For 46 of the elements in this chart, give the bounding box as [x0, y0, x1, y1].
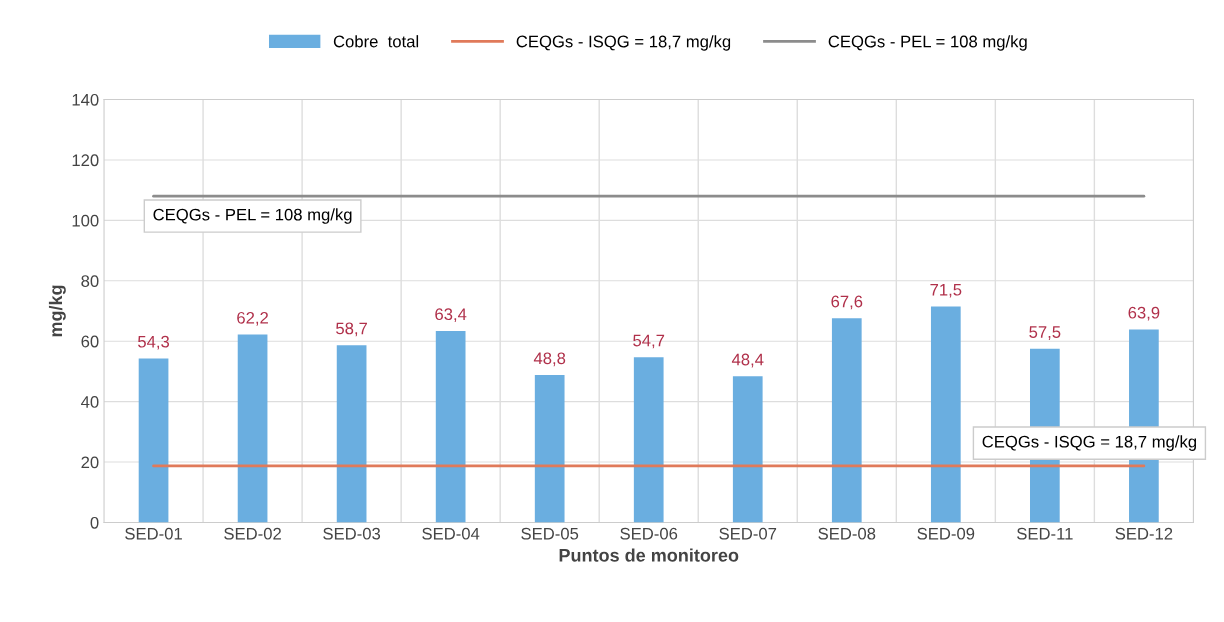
- y-tick-label: 0: [90, 516, 99, 529]
- x-tick-label: SED-07: [719, 527, 777, 540]
- bar: [831, 318, 862, 523]
- bar: [534, 375, 565, 523]
- y-tick-label: 20: [81, 456, 99, 469]
- data-label: 58,7: [336, 322, 368, 337]
- bar: [633, 357, 664, 523]
- x-tick-label: SED-12: [1115, 527, 1173, 540]
- y-tick-label: 40: [81, 396, 99, 408]
- bar: [138, 358, 169, 523]
- data-label: 54,7: [633, 334, 665, 349]
- y-tick-label: 100: [72, 214, 99, 227]
- legend-label: CEQGs - ISQG = 18,7 mg/kg: [516, 35, 731, 51]
- data-label: 67,6: [831, 295, 863, 310]
- data-label: 57,5: [1029, 326, 1061, 340]
- data-label: 54,3: [138, 335, 170, 350]
- bar: [732, 376, 763, 523]
- legend-label: CEQGs - PEL = 108 mg/kg: [828, 35, 1027, 51]
- text: CEQGs - PEL = 108 mg/kg: [153, 208, 352, 224]
- x-tick-label: SED-04: [422, 527, 480, 540]
- bar: [435, 330, 466, 523]
- x-tick-label: SED-05: [521, 527, 579, 540]
- x-tick-label: SED-02: [224, 527, 281, 540]
- x-tick-label: SED-11: [1017, 527, 1073, 540]
- x-tick-label: SED-01: [125, 527, 182, 540]
- x-tick-label: SED-03: [323, 527, 381, 540]
- y-tick-label: 60: [81, 335, 99, 348]
- bar: [336, 345, 367, 523]
- legend-label: Cobre total: [333, 35, 419, 48]
- x-tick-label: SED-06: [620, 527, 678, 540]
- x-axis-title: Puntos de monitoreo: [559, 548, 739, 562]
- data-label: 71,5: [930, 283, 962, 298]
- data-label: 48,4: [731, 353, 764, 368]
- y-tick-label: 80: [81, 275, 99, 287]
- y-tick-label: 140: [72, 93, 99, 106]
- text: CEQGs - ISQG = 18,7 mg/kg: [982, 435, 1197, 451]
- data-label: 63,9: [1128, 306, 1160, 321]
- x-tick-label: SED-09: [917, 527, 975, 540]
- data-label: 48,8: [533, 352, 566, 367]
- data-label: 63,4: [435, 308, 467, 323]
- y-tick-label: 120: [72, 154, 99, 167]
- y-axis-title: mg/kg: [48, 285, 66, 337]
- bar: [237, 334, 268, 523]
- data-label: 62,2: [237, 311, 268, 326]
- x-tick-label: SED-08: [818, 527, 876, 540]
- bar: [930, 306, 961, 523]
